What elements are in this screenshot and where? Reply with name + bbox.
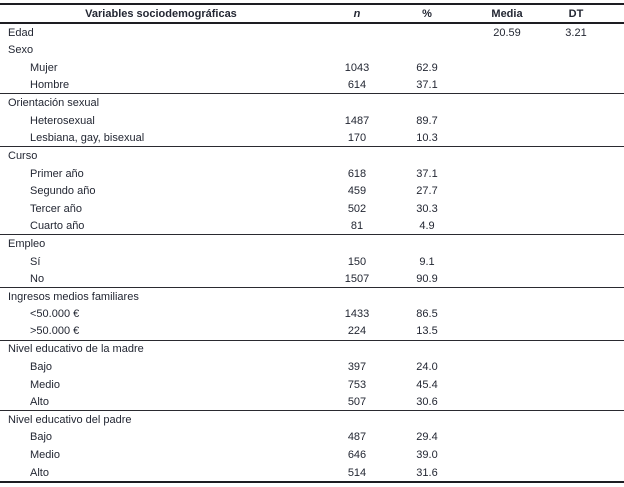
column-header-dt: DT [568,7,584,20]
table-row: Curso [0,147,624,165]
cell-percent: 30.6 [416,395,438,408]
sociodemographic-table: Variables sociodemográficas n % Media DT… [0,3,624,484]
cell-percent: 90.9 [416,272,438,285]
table-row: >50.000 € 224 13.5 [0,323,624,341]
table-row: Alto 507 30.6 [0,393,624,412]
table-row: No 1507 90.9 [0,270,624,288]
cell-percent: 13.5 [416,325,438,338]
table-row: Ingresos medios familiares [0,288,624,306]
table-row: Bajo 397 24.0 [0,358,624,376]
cell-n: 618 [347,167,367,180]
row-label: Hombre [30,79,70,92]
row-label: Nivel educativo de la madre [8,343,144,356]
cell-percent: 89.7 [416,114,438,127]
cell-percent: 30.3 [416,202,438,215]
table-row: Sí 150 9.1 [0,253,624,271]
cell-percent: 37.1 [416,79,438,92]
table-row: Primer año 618 37.1 [0,165,624,183]
cell-percent: 45.4 [416,378,438,391]
table-row: Empleo [0,235,624,253]
row-label: Curso [8,149,38,162]
cell-n: 150 [347,255,367,268]
cell-percent: 62.9 [416,61,438,74]
row-label: Segundo año [30,185,96,198]
row-label: Alto [30,466,49,479]
row-label: Nivel educativo del padre [8,413,132,426]
table-row: Alto 514 31.6 [0,464,624,482]
row-label: Empleo [8,237,46,250]
cell-n: 646 [347,449,367,462]
cell-percent: 27.7 [416,185,438,198]
row-label: Alto [30,395,49,408]
cell-n: 753 [347,378,367,391]
row-label: Sí [30,255,41,268]
table-row: Sexo [0,42,624,60]
cell-n: 81 [350,219,364,232]
cell-n: 1043 [344,61,370,74]
table-row: Lesbiana, gay, bisexual 170 10.3 [0,130,624,148]
row-label: Ingresos medios familiares [8,290,139,303]
cell-dt: 3.21 [565,26,587,39]
column-header-variables: Variables sociodemográficas [85,7,237,20]
cell-percent: 37.1 [416,167,438,180]
cell-percent: 4.9 [419,219,435,232]
row-label: Mujer [30,61,58,74]
row-label: Medio [30,378,60,391]
table-row: Segundo año 459 27.7 [0,182,624,200]
cell-n: 614 [347,79,367,92]
cell-percent: 29.4 [416,431,438,444]
row-label: <50.000 € [30,308,80,321]
row-label: >50.000 € [30,325,80,338]
table-row: Mujer 1043 62.9 [0,59,624,77]
row-label: Bajo [30,431,53,444]
cell-n: 1433 [344,308,370,321]
cell-n: 487 [347,431,367,444]
table-row: Medio 646 39.0 [0,446,624,464]
table-row: <50.000 € 1433 86.5 [0,306,624,324]
row-label: Orientación sexual [8,97,100,110]
table-row: Edad 20.59 3.21 [0,24,624,42]
table-row: Cuarto año 81 4.9 [0,218,624,236]
table-row: Bajo 487 29.4 [0,429,624,447]
cell-percent: 31.6 [416,466,438,479]
row-label: Tercer año [30,202,82,215]
cell-n: 1487 [344,114,370,127]
table-body: Edad 20.59 3.21 Sexo Mujer 1043 62.9 Hombre 614 3… [0,24,624,481]
table-header-row: Variables sociodemográficas n % Media DT [0,5,624,24]
cell-percent: 24.0 [416,361,438,374]
row-label: Edad [8,26,34,39]
cell-percent: 9.1 [419,255,435,268]
cell-n: 507 [347,395,367,408]
cell-n: 1507 [344,272,370,285]
row-label: Sexo [8,44,34,57]
row-label: No [30,272,45,285]
cell-n: 170 [347,131,367,144]
row-label: Primer año [30,167,84,180]
cell-media: 20.59 [493,26,521,39]
row-label: Lesbiana, gay, bisexual [30,131,145,144]
row-label: Heterosexual [30,114,95,127]
table-row: Medio 753 45.4 [0,376,624,394]
row-label: Cuarto año [30,219,85,232]
cell-n: 397 [347,361,367,374]
cell-percent: 86.5 [416,308,438,321]
table-row: Nivel educativo del padre [0,411,624,429]
cell-percent: 39.0 [416,449,438,462]
row-label: Medio [30,449,60,462]
column-header-percent: % [422,7,432,20]
cell-n: 514 [347,466,367,479]
column-header-n: n [353,7,361,20]
cell-percent: 10.3 [416,131,438,144]
cell-n: 459 [347,185,367,198]
table-row: Nivel educativo de la madre [0,341,624,359]
row-label: Bajo [30,361,53,374]
cell-n: 502 [347,202,367,215]
table-row: Tercer año 502 30.3 [0,200,624,218]
table-row: Hombre 614 37.1 [0,77,624,95]
column-header-media: Media [491,7,523,20]
cell-n: 224 [347,325,367,338]
table-row: Orientación sexual [0,94,624,112]
table-row: Heterosexual 1487 89.7 [0,112,624,130]
